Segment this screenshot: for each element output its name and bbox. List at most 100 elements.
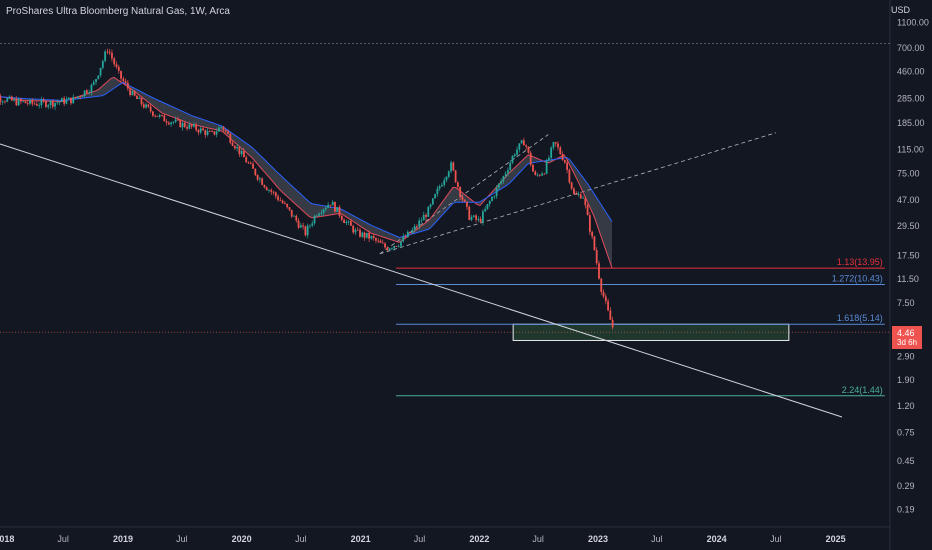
candle-body (350, 221, 352, 226)
candle-body (56, 102, 59, 104)
candle-body (459, 186, 462, 197)
candle-body (488, 201, 491, 205)
price-tick-label: 17.50 (897, 250, 920, 260)
candle-body (363, 232, 366, 238)
candle-body (327, 204, 330, 208)
candle-body (416, 226, 418, 228)
candle-body (40, 99, 43, 106)
candle-body (525, 145, 528, 147)
candle-body (149, 106, 152, 112)
candle-body (554, 142, 557, 144)
candle-body (195, 124, 198, 130)
candle-body (29, 99, 31, 104)
candle-body (245, 157, 248, 163)
candle-body (600, 278, 603, 292)
candle-body (468, 206, 471, 220)
candle-body (593, 236, 596, 251)
candle-body (607, 301, 609, 311)
time-tick-label: 2021 (351, 534, 371, 544)
price-axis[interactable]: 1100.00 700.00 460.00 285.00 185.00 115.00 75.… (897, 18, 929, 515)
candle-body (475, 215, 477, 220)
candle-body (570, 182, 573, 189)
candle-body (277, 196, 279, 201)
candle-body (588, 215, 591, 232)
candle-body (0, 96, 2, 102)
candle-body (409, 231, 411, 233)
candle-body (26, 103, 29, 104)
candle-body (461, 196, 464, 200)
candle-body (390, 248, 393, 250)
candle-body (491, 196, 493, 202)
candle-body (436, 188, 439, 195)
candle-body (263, 184, 266, 188)
candle-body (60, 98, 63, 102)
candle-body (497, 183, 500, 188)
candle-body (179, 119, 182, 128)
candle-body (224, 129, 227, 132)
candle-body (309, 225, 311, 227)
bar-countdown: 3d 6h (897, 338, 918, 348)
candle-body (170, 122, 173, 125)
candle-body (548, 157, 550, 161)
price-tick-label: 115.00 (897, 145, 924, 155)
candle-body (104, 51, 107, 61)
candle-body (543, 173, 546, 175)
candle-body (256, 175, 259, 180)
candle-body (254, 168, 257, 176)
candle-body (199, 128, 202, 133)
time-axis[interactable]: 2018 Jul 2019 Jul 2020 Jul 2021 Jul 2022 Jul 2023 J… (0, 534, 846, 544)
candle-body (388, 248, 391, 251)
candle-body (161, 115, 163, 116)
time-tick-label: Jul (651, 534, 663, 544)
candle-body (54, 102, 56, 107)
candle-body (211, 131, 213, 132)
candle-body (536, 174, 539, 176)
candle-body (529, 152, 532, 165)
candle-body (140, 97, 143, 105)
candle-body (477, 218, 480, 220)
candle-body (513, 154, 516, 157)
time-tick-label: 2025 (826, 534, 846, 544)
time-tick-label: Jul (414, 534, 426, 544)
candle-body (8, 96, 11, 99)
candle-body (138, 97, 141, 99)
candle-body (427, 206, 430, 217)
candle-body (97, 75, 100, 80)
candle-body (470, 216, 473, 220)
candle-body (338, 206, 341, 216)
fib-extension-levels[interactable]: 1.13(13.95) 1.272(10.43) 1.618(5.14) 2.24(1… (396, 257, 885, 397)
candle-body (393, 245, 396, 249)
time-tick-label: 2020 (232, 534, 252, 544)
candle-body (568, 169, 571, 183)
candle-body (452, 162, 455, 171)
target-zone[interactable] (512, 323, 790, 341)
candle-body (74, 96, 77, 98)
candle-body (545, 160, 548, 174)
candle-body (67, 97, 70, 100)
candle-body (486, 204, 489, 209)
candle-body (541, 173, 543, 176)
candle-body (509, 162, 512, 171)
trendlines[interactable] (0, 132, 843, 418)
candle-body (356, 229, 359, 231)
candle-body (379, 240, 382, 243)
candle-body (152, 111, 154, 116)
fib-level-label: 1.272(10.43) (832, 273, 883, 283)
candle-body (188, 124, 191, 129)
candle-body (247, 162, 250, 164)
candle-body (222, 126, 225, 130)
candle-body (229, 133, 232, 143)
candle-body (202, 128, 204, 131)
candle-body (284, 203, 286, 204)
candle-body (197, 129, 200, 133)
candle-body (354, 229, 357, 233)
candle-body (72, 96, 75, 104)
candle-body (361, 232, 364, 237)
candle-body (113, 58, 116, 65)
candle-body (340, 215, 343, 220)
candle-body (324, 207, 327, 210)
candle-body (274, 192, 277, 197)
candle-body (122, 78, 125, 82)
candle-body (227, 131, 229, 134)
